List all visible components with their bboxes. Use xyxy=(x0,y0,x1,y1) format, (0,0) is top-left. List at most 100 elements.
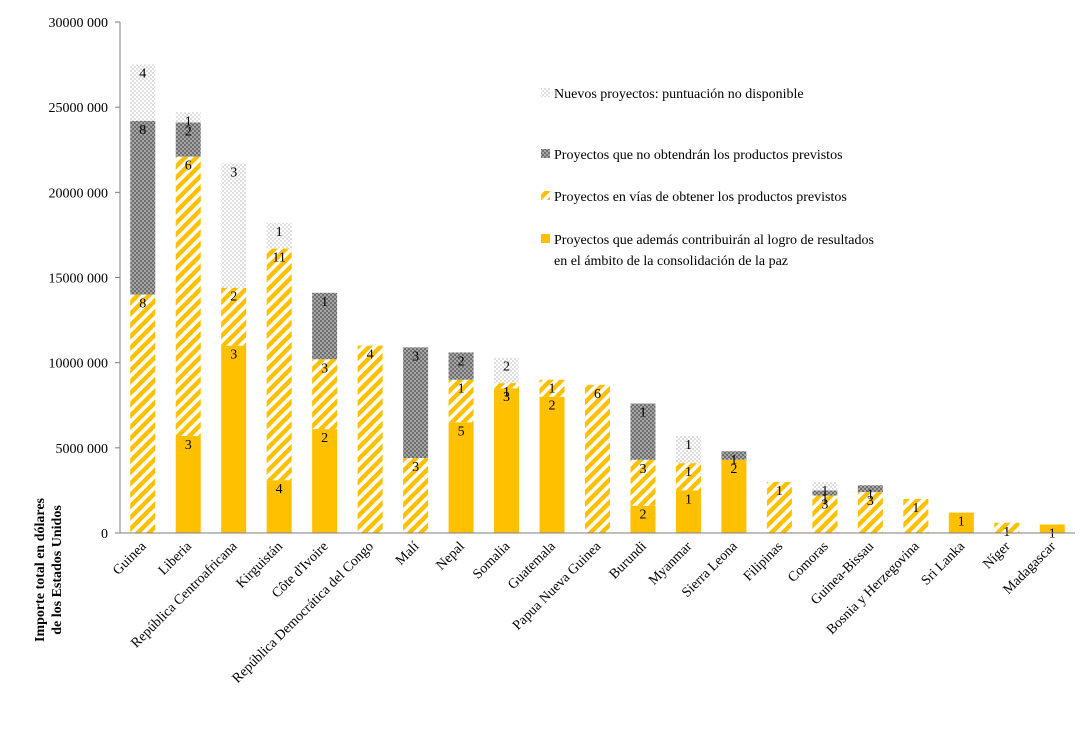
segment-count-label: 3 xyxy=(821,498,828,513)
segment-count-label: 1 xyxy=(867,487,874,502)
y-tick-label: 20000 000 xyxy=(49,186,109,201)
segment-count-label: 3 xyxy=(412,349,419,364)
bar-segment xyxy=(494,383,520,389)
segment-count-label: 2 xyxy=(321,431,328,446)
bar-segment xyxy=(357,345,383,533)
segment-count-label: 1 xyxy=(276,225,283,240)
x-tick-label: Burundi xyxy=(607,539,650,582)
x-tick-label: Nepal xyxy=(434,539,468,573)
legend-swatch xyxy=(541,88,550,97)
y-tick-label: 25000 000 xyxy=(49,101,109,116)
y-tick-label: 30000 000 xyxy=(49,16,109,31)
segment-count-label: 2 xyxy=(549,399,556,414)
y-axis-title-line: de los Estados Unidos xyxy=(50,505,65,635)
bar-segment xyxy=(266,248,292,481)
segment-count-label: 3 xyxy=(503,390,510,405)
x-tick-label: Malí xyxy=(393,539,422,568)
bar-segment xyxy=(675,435,701,464)
bar-segment xyxy=(494,357,520,384)
segment-count-label: 3 xyxy=(867,494,874,509)
segment-count-label: 2 xyxy=(458,354,465,369)
segment-count-label: 1 xyxy=(821,484,828,499)
legend-entry-label: Nuevos proyectos: puntuación no disponib… xyxy=(554,87,804,102)
legend-entry-label: Proyectos en vías de obtener los product… xyxy=(554,190,847,205)
legend-swatch xyxy=(541,234,550,243)
bar-segment xyxy=(403,458,429,533)
segment-count-label: 1 xyxy=(549,382,556,397)
x-tick-label: Papua Nueva Guinea xyxy=(510,539,605,634)
legend: Nuevos proyectos: puntuación no disponib… xyxy=(541,87,874,269)
segment-count-label: 3 xyxy=(185,438,192,453)
bar-segment xyxy=(675,463,701,491)
bar-segment xyxy=(175,435,201,533)
x-tick-label: Somalia xyxy=(470,539,514,583)
x-tick-label: Comoras xyxy=(785,539,831,585)
bar-segment xyxy=(130,294,156,533)
bar-segment xyxy=(1039,524,1065,533)
bar-segment xyxy=(266,222,292,249)
segment-count-label: 5 xyxy=(458,424,465,439)
x-tick-label: Sri Lanka xyxy=(919,539,969,589)
bar-segment xyxy=(812,490,838,496)
bar-segment xyxy=(675,490,701,533)
segment-count-label: 1 xyxy=(503,385,510,400)
bar-segment xyxy=(266,480,292,533)
legend-entry-label: Proyectos que no obtendrán los productos… xyxy=(554,148,843,163)
segment-count-label: 1 xyxy=(685,465,692,480)
segment-count-label: 1 xyxy=(458,382,465,397)
segment-count-label: 3 xyxy=(412,460,419,475)
bar-segment xyxy=(312,292,338,360)
segment-count-label: 4 xyxy=(139,67,146,82)
segment-count-label: 2 xyxy=(185,124,192,139)
bar-segment xyxy=(948,512,974,533)
bar-segment xyxy=(130,64,156,121)
segment-count-label: 2 xyxy=(639,508,646,523)
segment-count-label: 2 xyxy=(730,462,737,477)
bar-segment xyxy=(312,429,338,533)
bar-segment xyxy=(994,522,1020,533)
bar-segment xyxy=(403,347,429,459)
segment-count-label: 3 xyxy=(230,165,237,180)
legend-entry-label: en el ámbito de la consolidación de la p… xyxy=(554,254,788,269)
segment-count-label: 1 xyxy=(776,484,783,499)
segment-count-label: 1 xyxy=(321,295,328,310)
segment-count-label: 1 xyxy=(185,114,192,129)
bar-segment xyxy=(812,495,838,533)
segment-count-label: 6 xyxy=(185,159,192,174)
segment-count-label: 3 xyxy=(321,361,328,376)
bar-segment xyxy=(539,396,565,533)
y-tick-label: 10000 000 xyxy=(49,357,109,372)
segment-count-label: 1 xyxy=(821,492,828,507)
segment-count-label: 8 xyxy=(139,123,146,138)
segment-count-label: 4 xyxy=(276,482,283,497)
segment-count-label: 1 xyxy=(912,501,919,516)
segment-count-label: 8 xyxy=(139,297,146,312)
x-tick-label: Bosnia y Herzegovina xyxy=(824,539,923,638)
x-tick-label: Filipinas xyxy=(741,539,786,584)
segment-count-label: 1 xyxy=(958,515,965,530)
y-axis: 0 5000 000 10000 000 15000 000 20000 000 2500… xyxy=(49,16,121,542)
segment-count-label: 2 xyxy=(503,360,510,375)
segment-count-label: 6 xyxy=(594,387,601,402)
segment-count-label: 4 xyxy=(367,348,374,363)
bar-segment xyxy=(630,459,656,506)
y-tick-label: 0 xyxy=(101,527,108,542)
y-axis-title-line: Importe total en dólares xyxy=(33,497,48,642)
bar-segment xyxy=(175,112,201,123)
segment-count-label: 1 xyxy=(685,438,692,453)
segment-count-label: 3 xyxy=(639,462,646,477)
bar-segment xyxy=(721,451,747,460)
legend-entry-label: Proyectos que además contribuirán al log… xyxy=(554,233,874,248)
segment-count-label: 1 xyxy=(1049,526,1056,541)
x-tick-label: Níger xyxy=(980,539,1013,572)
bar-segment xyxy=(721,459,747,533)
bar-segment xyxy=(175,156,201,436)
bar-segment xyxy=(630,403,656,460)
segment-count-label: 11 xyxy=(272,251,285,266)
segment-count-label: 1 xyxy=(685,492,692,507)
bar-segment xyxy=(857,485,883,493)
bar-segment xyxy=(221,163,247,288)
bar-segment xyxy=(766,481,792,533)
